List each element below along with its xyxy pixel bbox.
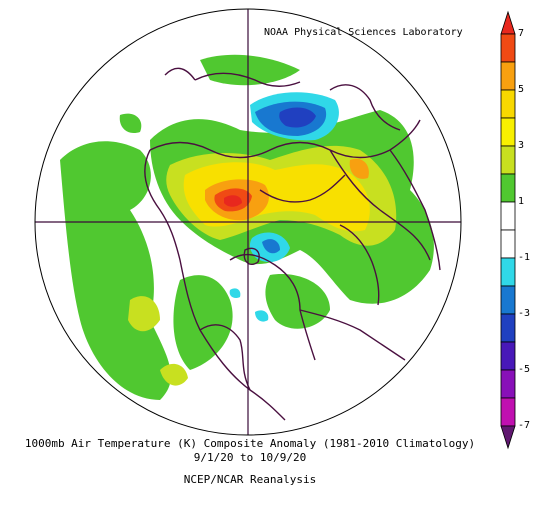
caption-title: 1000mb Air Temperature (K) Composite Ano… (24, 437, 476, 450)
legend-swatch (500, 257, 516, 287)
legend-cap-bottom (500, 425, 516, 450)
legend-tick-label: -5 (518, 364, 531, 375)
legend-tick-label: -1 (518, 252, 531, 263)
legend-tick-label: -3 (518, 308, 531, 319)
legend-swatch (500, 145, 516, 175)
legend-swatch (500, 201, 516, 231)
anomaly-band-minus-3-to-minus-4 (279, 107, 316, 128)
polar-anomaly-map (34, 8, 462, 436)
caption-source: NCEP/NCAR Reanalysis (183, 473, 317, 486)
legend-swatch (500, 33, 516, 63)
legend-swatch (500, 173, 516, 203)
graticule (35, 9, 461, 435)
legend-swatch (500, 285, 516, 315)
anomaly-band-above-7 (224, 195, 242, 207)
legend-swatch (500, 89, 516, 119)
legend-swatch (500, 61, 516, 91)
legend-tick-label: 3 (518, 140, 525, 151)
legend-swatch (500, 397, 516, 427)
legend-swatch (500, 341, 516, 371)
legend-cap-top (500, 10, 516, 35)
legend-swatch (500, 313, 516, 343)
coastlines (144, 67, 441, 421)
legend-tick-label: 1 (518, 196, 525, 207)
color-legend (500, 10, 516, 450)
legend-tick-label: 7 (518, 28, 525, 39)
map-boundary (34, 8, 462, 436)
legend-swatch (500, 229, 516, 259)
caption-date-range: 9/1/20 to 10/9/20 (193, 451, 307, 464)
legend-tick-label: -7 (518, 420, 531, 431)
credit-label: NOAA Physical Sciences Laboratory (264, 27, 463, 38)
legend-swatch (500, 369, 516, 399)
legend-tick-label: 5 (518, 84, 525, 95)
legend-swatch (500, 117, 516, 147)
